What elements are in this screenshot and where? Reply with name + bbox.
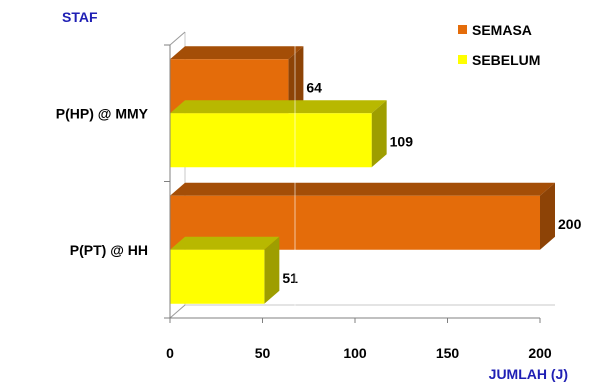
data-label: 64 bbox=[306, 79, 322, 95]
category-label: P(PT) @ HH bbox=[70, 242, 148, 258]
bar: 51 bbox=[170, 236, 298, 304]
legend-swatch bbox=[458, 55, 467, 64]
legend-label: SEMASA bbox=[472, 22, 532, 38]
bar-top-face bbox=[170, 46, 304, 60]
bar-side-face bbox=[540, 182, 555, 250]
x-tick-label: 200 bbox=[528, 345, 552, 361]
category-label: P(HP) @ MMY bbox=[56, 105, 149, 121]
bar-front-face bbox=[170, 113, 372, 168]
bar-side-face bbox=[288, 46, 304, 114]
legend-swatch bbox=[458, 25, 467, 34]
bar: 109 bbox=[170, 100, 414, 168]
data-label: 51 bbox=[282, 270, 298, 286]
bar-side-face bbox=[371, 100, 387, 168]
y-axis-title: STAF bbox=[62, 9, 98, 25]
bar-front-face bbox=[170, 249, 265, 304]
bar-top-face bbox=[170, 182, 555, 196]
legend: SEMASA SEBELUM bbox=[458, 22, 540, 68]
bar-top-face bbox=[170, 100, 387, 114]
bar-side-face bbox=[264, 236, 280, 304]
wall-bottom-edge bbox=[169, 304, 186, 319]
x-axis-title: JUMLAH (J) bbox=[489, 366, 568, 382]
data-label: 109 bbox=[390, 133, 414, 149]
x-tick-label: 0 bbox=[166, 345, 174, 361]
axes: P(HP) @ MMY P(PT) @ HH 0 50 100 150 200 bbox=[56, 44, 552, 361]
data-label: 200 bbox=[558, 216, 582, 232]
x-tick-label: 100 bbox=[343, 345, 367, 361]
wall-top-edge bbox=[169, 31, 186, 46]
x-tick-label: 50 bbox=[255, 345, 271, 361]
bars: 64 109 200 51 bbox=[170, 32, 582, 318]
legend-label: SEBELUM bbox=[472, 52, 540, 68]
bar-top-face bbox=[170, 236, 280, 250]
x-tick-label: 150 bbox=[436, 345, 460, 361]
